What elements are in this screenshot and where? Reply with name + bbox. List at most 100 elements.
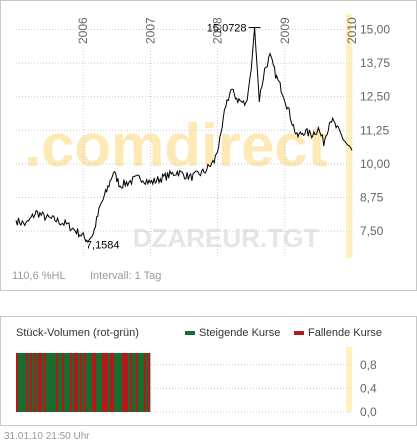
volume-bar-rising: [36, 352, 38, 412]
volume-bar-falling: [104, 352, 106, 412]
volume-bar-falling: [130, 352, 132, 412]
price-y-tick-label: 8,75: [360, 191, 384, 205]
volume-bar-rising: [42, 352, 44, 412]
volume-bar-falling: [94, 352, 96, 412]
volume-bar-rising: [24, 352, 26, 412]
volume-bar-falling: [34, 352, 36, 412]
volume-bar-falling: [74, 352, 76, 412]
volume-y-tick-label: 0,0: [360, 405, 377, 419]
volume-bar-falling: [16, 352, 18, 412]
watermark-symbol: DZAREUR.TGT: [133, 223, 319, 253]
volume-bar-rising: [140, 352, 142, 412]
range-label: 110,6 %HL: [12, 270, 66, 282]
volume-bar-falling: [30, 352, 32, 412]
current-period-band: [346, 14, 352, 258]
volume-bar-falling: [126, 352, 128, 412]
price-grid: [16, 29, 353, 258]
price-x-tick-label: 2009: [278, 17, 292, 44]
price-y-tick-label: 7,50: [360, 224, 384, 238]
legend-rising-label: Steigende Kurse: [199, 327, 280, 339]
volume-bar-rising: [132, 352, 134, 412]
legend-rising-swatch: [185, 331, 195, 335]
volume-bar-falling: [102, 352, 104, 412]
volume-bar-falling: [124, 352, 126, 412]
price-x-tick-labels: 2006 2007 2008 2009 2010: [76, 17, 359, 44]
volume-bar-rising: [88, 352, 90, 412]
watermark-brand: .comdirect: [24, 112, 327, 179]
volume-bar-rising: [100, 352, 102, 412]
volume-bar-rising: [64, 352, 66, 412]
volume-bar-falling: [62, 352, 64, 412]
volume-bar-rising: [78, 352, 80, 412]
volume-bar-rising: [50, 352, 52, 412]
volume-bar-falling: [76, 352, 78, 412]
volume-bar-falling: [44, 352, 46, 412]
volume-bar-falling: [26, 352, 28, 412]
volume-bar-rising: [146, 352, 148, 412]
volume-bar-rising: [72, 352, 74, 412]
volume-bar-rising: [18, 352, 20, 412]
volume-y-tick-label: 0,4: [360, 381, 377, 395]
volume-bar-rising: [52, 352, 54, 412]
volume-bar-rising: [54, 352, 56, 412]
price-y-tick-labels: 15,00 13,75 12,50 11,25 10,00 8,75 7,50: [360, 23, 390, 239]
volume-bar-rising: [90, 352, 92, 412]
price-annotations: 15,0728 7,1584: [86, 23, 261, 251]
footer-timestamp: 31.01.10 21:50 Uhr: [4, 431, 90, 442]
volume-bars: [16, 352, 151, 412]
volume-bar-rising: [138, 352, 140, 412]
volume-bar-rising: [86, 352, 88, 412]
volume-bar-rising: [68, 352, 70, 412]
legend-falling-label: Fallende Kurse: [308, 327, 382, 339]
volume-bar-rising: [66, 352, 68, 412]
volume-bar-rising: [22, 352, 24, 412]
volume-bar-falling: [92, 352, 94, 412]
volume-current-band: [346, 347, 352, 412]
price-y-tick-label: 11,25: [360, 123, 389, 137]
volume-bar-falling: [136, 352, 138, 412]
legend-falling-swatch: [294, 331, 304, 335]
volume-bar-falling: [148, 352, 150, 412]
volume-bar-rising: [118, 352, 120, 412]
interval-label: Intervall: 1 Tag: [90, 270, 161, 282]
price-y-tick-label: 12,50: [360, 90, 390, 104]
volume-bar-falling: [38, 352, 40, 412]
volume-bar-rising: [134, 352, 136, 412]
volume-bar-falling: [70, 352, 72, 412]
volume-bar-rising: [48, 352, 50, 412]
volume-bar-falling: [84, 352, 86, 412]
volume-panel: Stück-Volumen (rot-grün) Steigende Kurse…: [0, 316, 417, 426]
volume-bar-rising: [32, 352, 34, 412]
volume-bar-rising: [142, 352, 144, 412]
price-x-tick-label: 2008: [211, 17, 225, 44]
volume-grid: [16, 364, 352, 413]
volume-bar-rising: [116, 352, 118, 412]
price-y-tick-label: 15,00: [360, 23, 390, 37]
volume-bar-rising: [96, 352, 98, 412]
low-annotation-label: 7,1584: [86, 239, 120, 251]
volume-bar-falling: [112, 352, 114, 412]
volume-bar-rising: [58, 352, 60, 412]
price-line: [15, 27, 353, 244]
volume-bar-rising: [108, 352, 110, 412]
high-annotation-label: 15,0728: [207, 23, 247, 35]
volume-bar-rising: [120, 352, 122, 412]
volume-bar-rising: [114, 352, 116, 412]
volume-bar-rising: [82, 352, 84, 412]
volume-title: Stück-Volumen (rot-grün): [16, 327, 139, 339]
volume-bar-falling: [40, 352, 42, 412]
price-y-tick-label: 13,75: [360, 56, 390, 70]
volume-bar-rising: [46, 352, 48, 412]
price-x-tick-label: 2007: [143, 17, 157, 44]
volume-bar-falling: [56, 352, 58, 412]
price-x-tick-label: 2006: [76, 17, 90, 44]
volume-bar-rising: [128, 352, 130, 412]
price-x-tick-label: 2010: [345, 17, 359, 44]
volume-bar-rising: [60, 352, 62, 412]
volume-bar-falling: [106, 352, 108, 412]
volume-bar-rising: [98, 352, 100, 412]
volume-bar-falling: [110, 352, 112, 412]
volume-bar-falling: [80, 352, 82, 412]
volume-bar-rising: [20, 352, 22, 412]
